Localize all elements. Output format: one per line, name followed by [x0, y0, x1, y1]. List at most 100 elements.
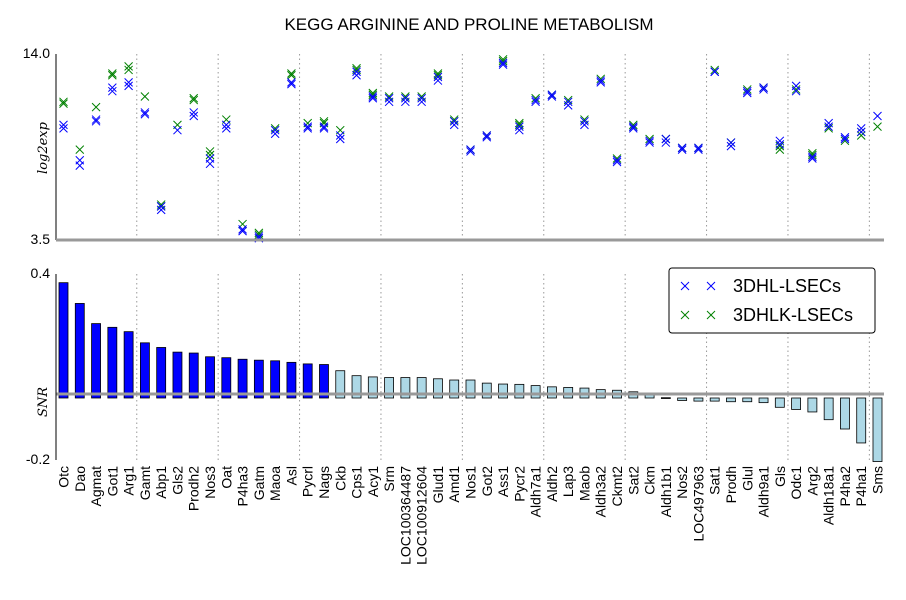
3dhlk-lsecs-point [352, 63, 361, 73]
3dhl-lsecs-point [661, 134, 671, 144]
snr-bar [807, 397, 818, 413]
3dhlk-lsecs-point [75, 145, 85, 155]
3dhl-lsecs-point [677, 143, 687, 153]
x-tick-label: Prodh [723, 466, 739, 503]
3dhl-lsecs-point [384, 93, 394, 103]
3dhl-lsecs-point [433, 72, 443, 82]
3dhl-lsecs-point [287, 79, 296, 89]
3dhl-lsecs-point [205, 154, 215, 163]
3dhl-lsecs-point [563, 97, 573, 107]
3dhl-lsecs-point [514, 122, 524, 131]
x-tick-label: Got2 [479, 466, 495, 497]
snr-bar [433, 378, 443, 399]
snr-bar [758, 397, 769, 404]
3dhl-lsecs-point [221, 120, 231, 130]
snr-bar [709, 397, 720, 402]
3dhl-lsecs-point [482, 132, 492, 142]
3dhl-lsecs-point [856, 124, 866, 133]
x-tick-label: Aldh2 [544, 466, 560, 502]
3dhlk-lsecs-point [140, 92, 150, 101]
3dhl-lsecs-point [759, 85, 768, 94]
x-tick-label: Amd1 [446, 466, 462, 503]
3dhlk-lsecs-point [596, 74, 606, 84]
3dhl-lsecs-point [856, 127, 866, 137]
x-tick-label: Ass1 [495, 466, 511, 497]
3dhl-lsecs-point [189, 108, 199, 117]
x-tick-label: P4ha3 [235, 466, 251, 507]
x-tick-label: Ckm [642, 466, 658, 495]
x-tick-label: Ckmt2 [609, 466, 625, 507]
3dhl-lsecs-point [759, 83, 768, 93]
legend: 3DHL-LSECs 3DHLK-LSECs [668, 267, 876, 334]
snr-bar [58, 282, 69, 399]
3dhlk-lsecs-point [368, 90, 378, 100]
snr-bar [693, 397, 704, 402]
snr-bar [774, 397, 785, 408]
3dhlk-lsecs-point [433, 69, 443, 78]
x-tick-label: Aldh7a1 [528, 466, 544, 518]
3dhl-lsecs-point [547, 92, 557, 101]
legend-markers [680, 281, 716, 320]
snr-bar [481, 382, 492, 399]
bar-y-tick-top: 0.4 [31, 265, 51, 281]
3dhl-lsecs-point [645, 136, 654, 146]
3dhl-lsecs-point [107, 83, 117, 93]
3dhl-lsecs-point [824, 122, 834, 131]
x-tick-label: Arg1 [121, 466, 137, 496]
3dhl-lsecs-point [335, 131, 345, 140]
3dhl-lsecs-point [596, 77, 606, 87]
x-tick-label: Glul [739, 466, 755, 491]
bar-panel: 0.4 -0.2 SNR Otc Dao Agmat Got1 Arg1 Gamt Abp1… [26, 265, 886, 565]
3dhl-lsecs-point [303, 122, 313, 131]
3dhl-lsecs-point [173, 125, 182, 135]
3dhlk-lsecs-point [91, 102, 101, 112]
snr-bar [302, 363, 313, 399]
3dhl-lsecs-point [417, 97, 427, 107]
snr-bar [91, 323, 101, 399]
3dhl-lsecs-point [319, 124, 329, 133]
snr-bar [726, 397, 736, 403]
3dhl-lsecs-point [368, 93, 378, 103]
legend-marker [706, 310, 716, 320]
snr-bar [107, 326, 118, 399]
snr-bar [514, 383, 525, 399]
snr-bar [677, 397, 688, 401]
3dhlk-lsecs-point [107, 70, 117, 80]
3dhl-lsecs-point [140, 109, 150, 119]
snr-bar [188, 352, 199, 399]
3dhl-lsecs-point [808, 154, 817, 163]
x-tick-label: LOC100364487 [397, 466, 413, 565]
snr-bar [530, 385, 541, 399]
3dhl-lsecs-point [628, 122, 638, 131]
3dhlk-lsecs-point [628, 120, 638, 130]
scatter-y-tick-top: 14.0 [23, 45, 50, 61]
3dhlk-lsecs-point [873, 122, 882, 131]
snr-bar [367, 376, 378, 399]
3dhl-lsecs-point [107, 86, 117, 96]
3dhlk-lsecs-point [107, 69, 117, 78]
snr-bar [449, 379, 460, 399]
3dhl-lsecs-point [726, 138, 736, 147]
snr-bar [400, 377, 411, 399]
3dhl-lsecs-point [726, 141, 736, 151]
3dhl-lsecs-point [401, 97, 410, 107]
3dhl-lsecs-point [433, 76, 443, 85]
3dhl-lsecs-point [449, 120, 459, 130]
snr-bar [840, 397, 850, 430]
3dhl-lsecs-point [677, 145, 687, 155]
snr-bar [856, 397, 867, 444]
x-tick-label: Otc [56, 466, 72, 488]
3dhl-lsecs-point [710, 67, 720, 77]
3dhl-lsecs-point [238, 226, 247, 236]
3dhlk-lsecs-point [287, 70, 296, 80]
x-tick-label: Odc1 [788, 466, 804, 500]
3dhl-lsecs-point [270, 125, 280, 135]
3dhlk-lsecs-point [205, 150, 215, 160]
3dhl-lsecs-point [580, 120, 589, 130]
3dhlk-lsecs-point [189, 95, 199, 105]
3dhlk-lsecs-point [59, 97, 68, 107]
x-tick-label: P4ha1 [853, 466, 869, 507]
snr-bar [123, 331, 134, 399]
3dhl-lsecs-point [124, 81, 133, 91]
3dhl-lsecs-point [287, 77, 296, 87]
